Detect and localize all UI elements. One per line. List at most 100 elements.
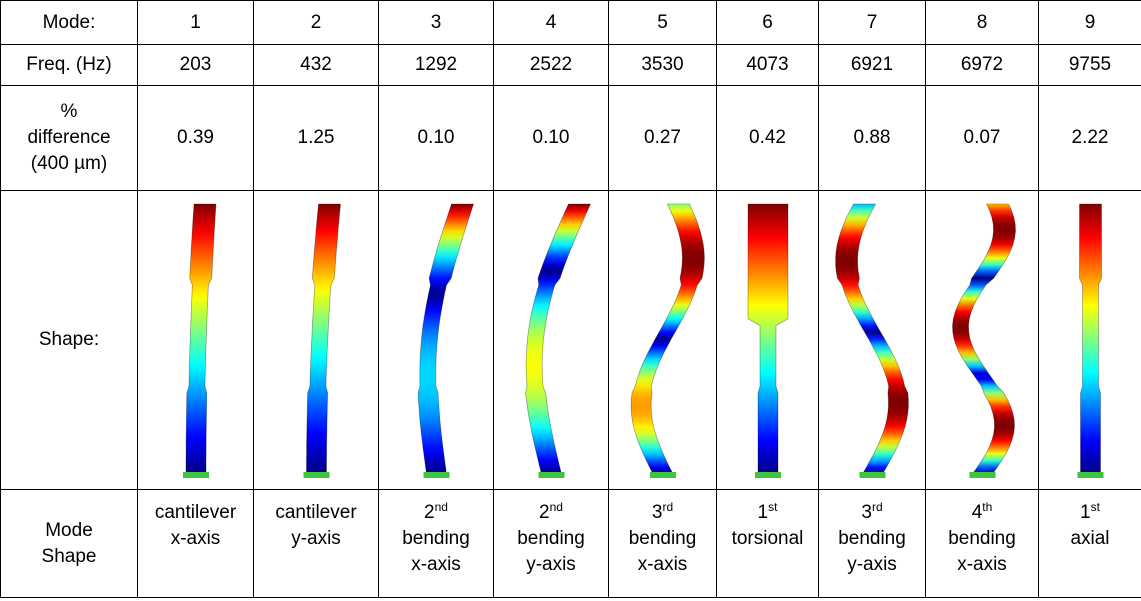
ordinal-suffix: st — [1091, 500, 1100, 514]
beam — [186, 204, 216, 474]
ordinal-suffix: rd — [662, 500, 673, 514]
beam — [836, 204, 909, 474]
text-line: y-axis — [819, 552, 925, 578]
beam-support — [539, 472, 565, 478]
mode-shape-render — [819, 192, 926, 488]
percent-difference: 2.22 — [1039, 86, 1141, 191]
mode-shape-render — [138, 192, 254, 488]
ordinal-suffix: nd — [435, 500, 448, 514]
frequency: 2522 — [494, 45, 609, 86]
text-line: 2nd — [494, 500, 608, 526]
page: {"table": { "row_labels": { "mode": "Mod… — [0, 0, 1141, 601]
text-line: 1st — [717, 500, 818, 526]
percent-difference: 0.07 — [926, 86, 1039, 191]
mode-number: 7 — [819, 1, 926, 45]
row-label: Mode: — [1, 1, 138, 45]
ordinal-number: 1 — [1080, 502, 1091, 523]
text-line: bending — [379, 526, 493, 552]
text-line: 3rd — [819, 500, 925, 526]
beam — [631, 204, 704, 474]
mode-table: Mode:123456789 Freq. (Hz)203432129225223… — [0, 0, 1141, 598]
percent-difference: 0.10 — [379, 86, 494, 191]
beam — [307, 204, 341, 474]
beam-support — [860, 472, 886, 478]
mode-shape-render — [494, 192, 609, 488]
text-line: x-axis — [926, 552, 1038, 578]
mode-number: 6 — [717, 1, 819, 45]
beam-support — [970, 472, 996, 478]
percent-difference: 0.42 — [717, 86, 819, 191]
text-line: Shape — [1, 544, 137, 570]
text-line: bending — [926, 526, 1038, 552]
mode-number: 5 — [609, 1, 717, 45]
shape-cell — [379, 191, 494, 490]
percent-difference: 0.88 — [819, 86, 926, 191]
row-shape: Shape: — [1, 191, 1141, 490]
frequency: 203 — [138, 45, 254, 86]
text-line: (400 µm) — [1, 151, 137, 177]
frequency: 4073 — [717, 45, 819, 86]
text-line: torsional — [717, 526, 818, 552]
text-line: axial — [1039, 526, 1141, 552]
frequency: 1292 — [379, 45, 494, 86]
text-line: 2nd — [379, 500, 493, 526]
text-line: difference — [1, 125, 137, 151]
percent-difference: 0.10 — [494, 86, 609, 191]
mode-number: 3 — [379, 1, 494, 45]
mode-number: 8 — [926, 1, 1039, 45]
beam — [526, 204, 591, 474]
ordinal-suffix: nd — [550, 500, 563, 514]
ordinal-number: 1 — [758, 502, 769, 523]
beam-support — [183, 472, 209, 478]
shape-cell — [717, 191, 819, 490]
text-line: Mode — [1, 518, 137, 544]
shape-cell — [138, 191, 254, 490]
percent-difference: 0.27 — [609, 86, 717, 191]
shape-cell — [819, 191, 926, 490]
text-line: x-axis — [609, 552, 716, 578]
row-label: Freq. (Hz) — [1, 45, 138, 86]
ordinal-number: 4 — [972, 502, 983, 523]
text-line: bending — [609, 526, 716, 552]
mode-shape-render — [254, 192, 379, 488]
shape-cell — [254, 191, 379, 490]
mode-shape-render — [379, 192, 494, 488]
mode-shape-render — [717, 192, 819, 488]
beam — [953, 204, 1016, 474]
ordinal-number: 2 — [424, 502, 435, 523]
ordinal-number: 3 — [861, 502, 872, 523]
text-line: x-axis — [138, 526, 253, 552]
ordinal-number: 3 — [652, 502, 663, 523]
text-line: bending — [819, 526, 925, 552]
mode-shape-render — [926, 192, 1039, 488]
frequency: 9755 — [1039, 45, 1141, 86]
mode-shape-render — [609, 192, 717, 488]
ordinal-suffix: rd — [872, 500, 883, 514]
text-line: y-axis — [254, 526, 378, 552]
mode-number: 9 — [1039, 1, 1141, 45]
row-label: %difference(400 µm) — [1, 86, 138, 191]
mode-shape-render — [1039, 192, 1141, 488]
frequency: 3530 — [609, 45, 717, 86]
mode-number: 1 — [138, 1, 254, 45]
text-line: 1st — [1039, 500, 1141, 526]
beam — [748, 204, 788, 474]
text-line: bending — [494, 526, 608, 552]
beam-support — [304, 472, 330, 478]
beam-support — [424, 472, 450, 478]
shape-cell — [494, 191, 609, 490]
shape-cell — [609, 191, 717, 490]
beam — [418, 204, 473, 474]
shape-cell — [926, 191, 1039, 490]
text-line: x-axis — [379, 552, 493, 578]
text-line: cantilever — [138, 500, 253, 526]
beam-support — [650, 472, 676, 478]
